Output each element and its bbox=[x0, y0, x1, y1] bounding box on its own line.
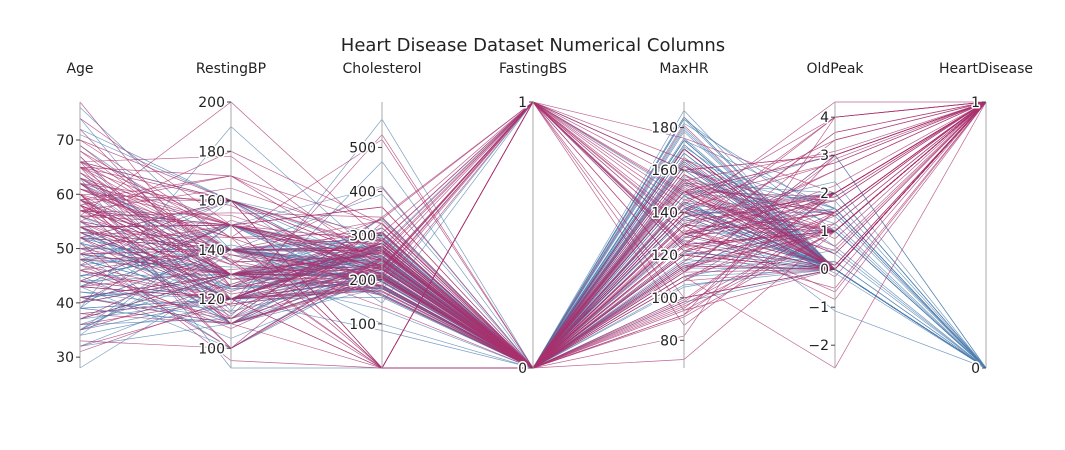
axis-restingbp[interactable]: RestingBP 100 120 140 160 180 200 bbox=[196, 61, 266, 368]
axis-title: RestingBP bbox=[196, 61, 266, 77]
tick-label: 80 bbox=[660, 333, 678, 349]
tick-label: 4 bbox=[820, 110, 829, 126]
axis-title: OldPeak bbox=[806, 61, 864, 77]
axis-title: HeartDisease bbox=[939, 61, 1033, 77]
tick-label: 70 bbox=[56, 133, 74, 149]
tick-label: 180 bbox=[198, 144, 225, 160]
tick-label: 0 bbox=[820, 262, 829, 278]
tick-label: 1 bbox=[971, 95, 980, 111]
tick-label: 0 bbox=[518, 361, 527, 377]
axis-age[interactable]: Age 30 40 50 60 70 bbox=[55, 61, 94, 368]
axis-cholesterol[interactable]: Cholesterol 100 200 300 400 500 bbox=[342, 61, 422, 368]
axis-title: FastingBS bbox=[499, 61, 567, 77]
axis-oldpeak[interactable]: OldPeak −2 −1 0 1 2 3 4 bbox=[806, 61, 864, 368]
axis-heartdisease[interactable]: HeartDisease 0 1 bbox=[939, 61, 1033, 379]
tick-label: 140 bbox=[651, 206, 678, 222]
tick-label: 160 bbox=[198, 194, 225, 210]
tick-label: 140 bbox=[198, 243, 225, 259]
axis-title: Age bbox=[66, 61, 93, 77]
tick-label: 60 bbox=[56, 187, 74, 203]
axes-layer: Age3040506070RestingBP100120140160180200… bbox=[55, 61, 1033, 379]
axis-title: Cholesterol bbox=[342, 61, 421, 77]
chart-title: Heart Disease Dataset Numerical Columns bbox=[341, 35, 725, 56]
tick-label: 180 bbox=[651, 121, 678, 137]
axis-fastingbs[interactable]: FastingBS 0 1 bbox=[499, 61, 567, 379]
tick-label: 50 bbox=[56, 242, 74, 258]
tick-label: 300 bbox=[349, 229, 376, 245]
tick-label: 120 bbox=[198, 292, 225, 308]
tick-label: −2 bbox=[808, 338, 829, 354]
tick-label: 120 bbox=[651, 248, 678, 264]
tick-label: 100 bbox=[198, 341, 225, 357]
tick-label: 30 bbox=[56, 350, 74, 366]
tick-label: 100 bbox=[349, 317, 376, 333]
tick-label: 3 bbox=[820, 148, 829, 164]
tick-label: 100 bbox=[651, 291, 678, 307]
tick-label: 2 bbox=[820, 186, 829, 202]
tick-label: 400 bbox=[349, 185, 376, 201]
tick-label: 0 bbox=[971, 361, 980, 377]
tick-label: 1 bbox=[820, 224, 829, 240]
tick-label: 200 bbox=[198, 95, 225, 111]
tick-label: 200 bbox=[349, 273, 376, 289]
tick-label: 160 bbox=[651, 163, 678, 179]
tick-label: −1 bbox=[808, 300, 829, 316]
tick-label: 1 bbox=[518, 95, 527, 111]
tick-label: 40 bbox=[56, 296, 74, 312]
axis-maxhr[interactable]: MaxHR 80 100 120 140 160 180 bbox=[650, 61, 709, 368]
axis-title: MaxHR bbox=[659, 61, 708, 77]
tick-label: 500 bbox=[349, 140, 376, 156]
